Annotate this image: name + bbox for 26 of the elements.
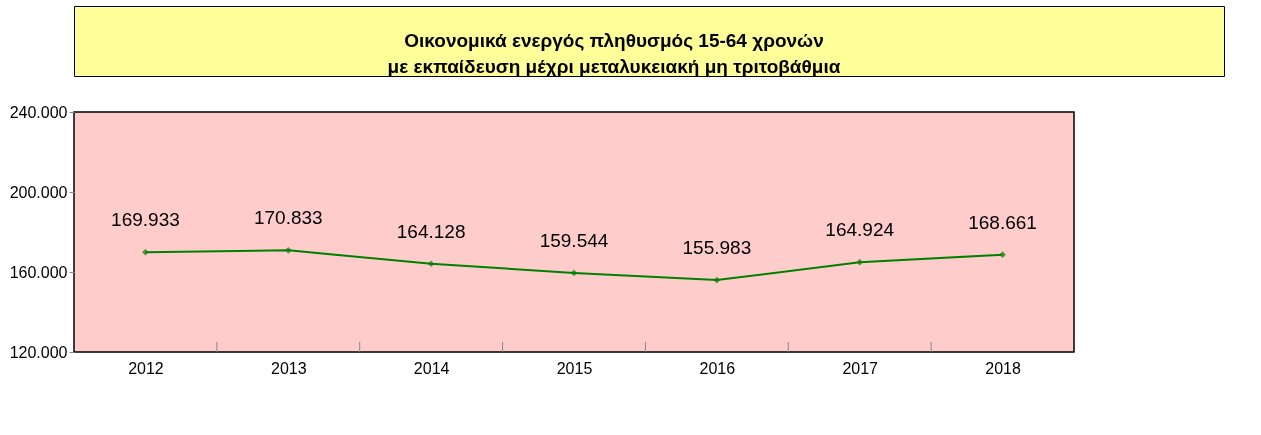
data-label: 170.833 <box>253 207 323 229</box>
point <box>142 248 149 256</box>
data-label: 164.128 <box>396 220 466 242</box>
data-label: 155.983 <box>682 237 752 259</box>
data-label: 169.933 <box>111 209 180 231</box>
x-tick-label: 2016 <box>699 359 736 377</box>
x-tick-label: 2018 <box>985 359 1021 377</box>
x-tick-label: 2013 <box>270 359 307 377</box>
x-tick-label: 2015 <box>556 359 593 377</box>
point <box>284 246 292 254</box>
chart-title: Οικονομικά ενεργός πληθυσμός 15-64 χρονών με εκπαίδευση μέχρι μεταλυκειακή μη τριτοβάθμια <box>387 30 841 77</box>
x-tick-label: 2014 <box>413 359 450 377</box>
point <box>570 269 578 277</box>
x-tick-label: 2017 <box>842 359 879 377</box>
point <box>427 260 435 268</box>
y-tick-label: 240.000 <box>9 103 68 121</box>
y-tick-label: 200.000 <box>9 183 68 201</box>
y-tick-label: 120.000 <box>9 343 68 361</box>
data-label: 159.544 <box>539 229 609 251</box>
point <box>713 276 721 284</box>
y-tick-label: 160.000 <box>9 263 68 281</box>
x-tick-label: 2012 <box>128 359 164 377</box>
point <box>856 258 864 266</box>
data-label: 168.661 <box>968 211 1037 233</box>
point <box>999 251 1006 259</box>
data-label: 164.924 <box>825 219 895 241</box>
